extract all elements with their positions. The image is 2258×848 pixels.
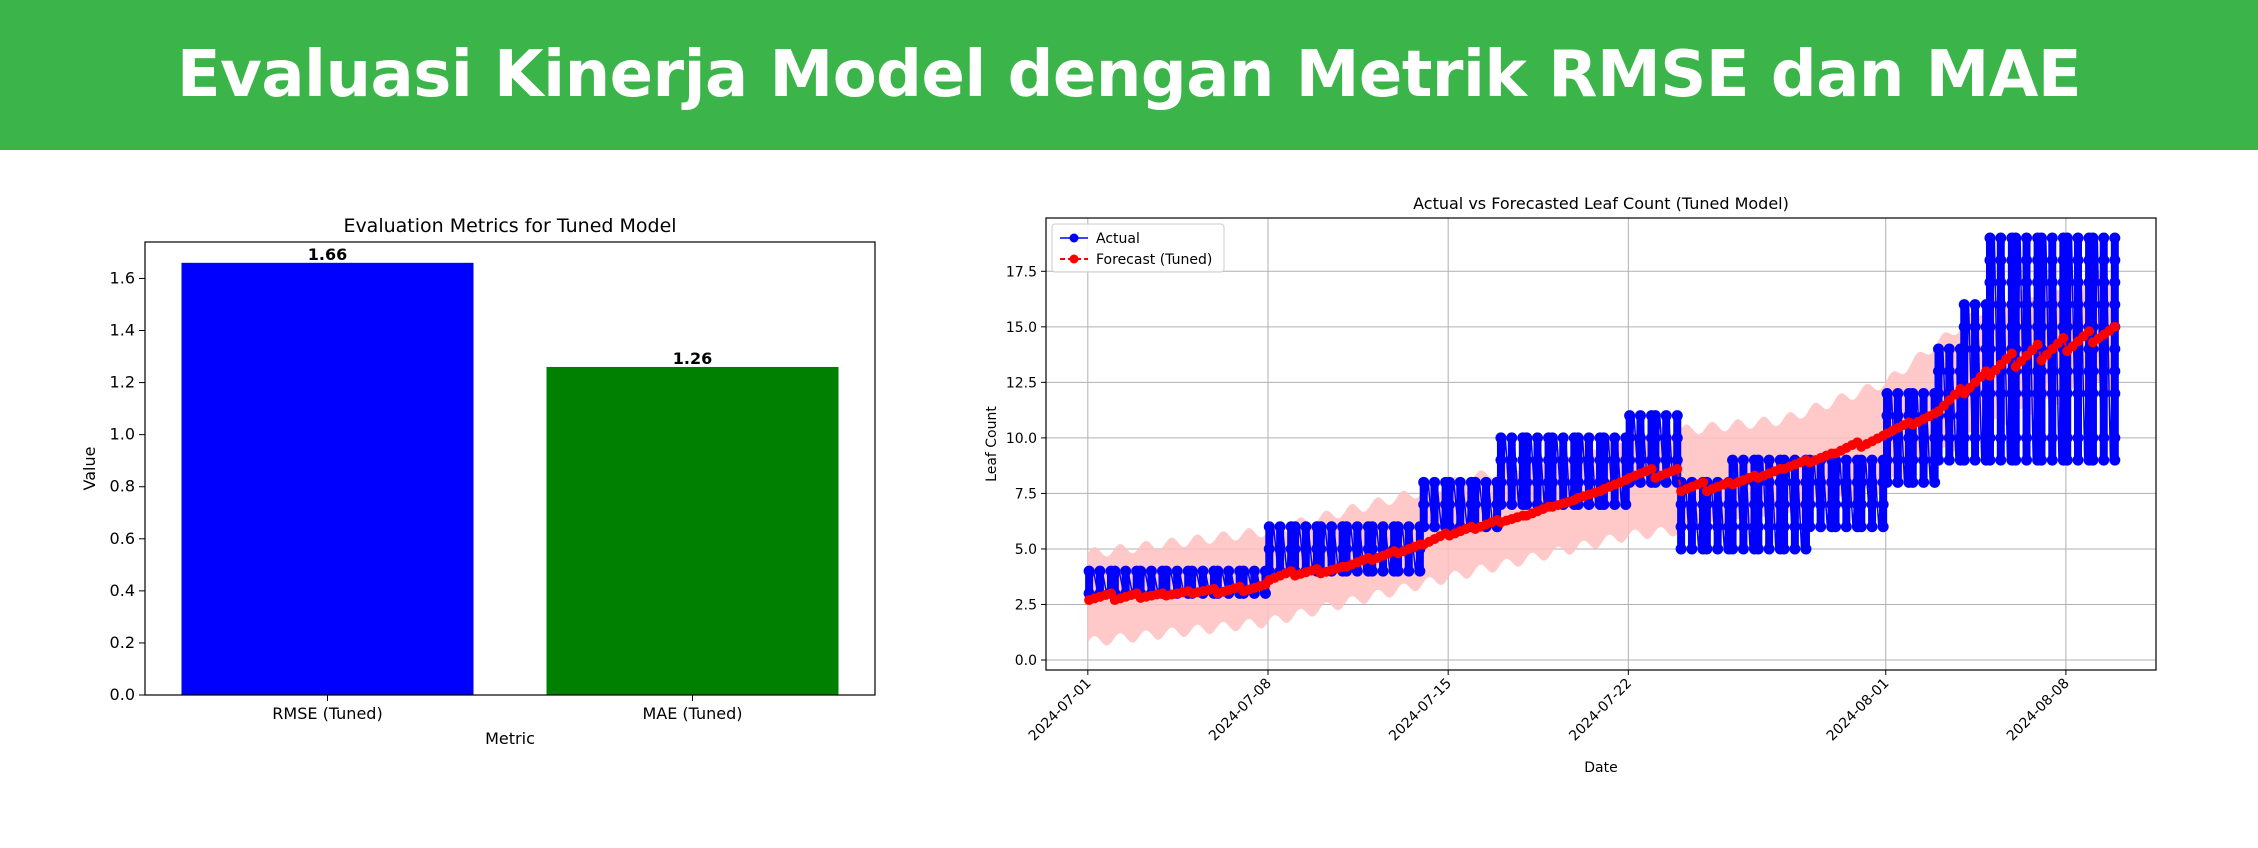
y-tick-label: 0.2 <box>110 633 135 652</box>
legend-forecast-marker <box>1069 254 1079 264</box>
y-tick-label: 10.0 <box>1006 431 1037 447</box>
legend-forecast-label: Forecast (Tuned) <box>1096 252 1212 268</box>
y-tick-label: 1.2 <box>110 373 135 392</box>
line-chart: Actual vs Forecasted Leaf Count (Tuned M… <box>984 194 2157 776</box>
page-title: Evaluasi Kinerja Model dengan Metrik RMS… <box>176 38 2082 112</box>
x-tick-label: 2024-08-01 <box>1824 676 1893 745</box>
y-tick-label: 0.0 <box>110 685 135 704</box>
title-banner: Evaluasi Kinerja Model dengan Metrik RMS… <box>0 0 2258 150</box>
forecast-point <box>2032 339 2043 350</box>
x-tick-label: RMSE (Tuned) <box>272 704 382 723</box>
x-tick-label: 2024-07-22 <box>1566 676 1635 745</box>
y-tick-label: 1.6 <box>110 268 135 287</box>
forecast-point <box>1672 463 1683 474</box>
forecast-point <box>2084 326 2095 337</box>
data-label: 1.26 <box>673 349 712 368</box>
y-axis-label: Leaf Count <box>984 406 1000 482</box>
chart-title: Evaluation Metrics for Tuned Model <box>343 215 676 237</box>
y-tick-label: 0.6 <box>110 529 135 548</box>
x-tick-label: 2024-08-08 <box>2004 676 2073 745</box>
legend-actual-marker <box>1069 233 1079 243</box>
bar <box>181 262 474 695</box>
forecast-point <box>2006 348 2017 359</box>
x-tick-label: 2024-07-08 <box>1206 676 1275 745</box>
data-label: 1.66 <box>308 245 347 264</box>
y-tick-label: 0.8 <box>110 477 135 496</box>
x-axis-label: Metric <box>485 729 535 748</box>
y-tick-label: 5.0 <box>1015 542 1037 558</box>
bar-chart: Evaluation Metrics for Tuned Model 1.66 RM… <box>80 215 876 748</box>
x-axis-label: Date <box>1584 760 1617 776</box>
y-tick-label: 1.0 <box>110 425 135 444</box>
forecast-point <box>2109 321 2120 332</box>
y-tick-label: 0.0 <box>1015 653 1037 669</box>
y-tick-label: 17.5 <box>1006 264 1037 280</box>
y-tick-label: 1.4 <box>110 321 135 340</box>
plot-frame <box>1045 217 2157 671</box>
y-tick-label: 12.5 <box>1006 375 1037 391</box>
y-axis-label: Value <box>80 447 99 491</box>
x-tick-label: MAE (Tuned) <box>642 704 742 723</box>
forecast-point <box>1646 463 1657 474</box>
y-tick-label: 2.5 <box>1015 597 1037 613</box>
x-tick-label: 2024-07-15 <box>1386 676 1455 745</box>
bar <box>546 366 839 695</box>
legend-actual-label: Actual <box>1096 231 1140 247</box>
chart-title: Actual vs Forecasted Leaf Count (Tuned M… <box>1413 194 1789 213</box>
y-tick-label: 15.0 <box>1006 320 1037 336</box>
y-tick-label: 0.4 <box>110 581 135 600</box>
legend: Actual Forecast (Tuned) <box>1051 223 1225 273</box>
plot-frame <box>144 241 876 696</box>
forecast-point <box>2058 332 2069 343</box>
legend-box <box>1051 223 1225 273</box>
forecast-point <box>1697 477 1708 488</box>
y-tick-label: 7.5 <box>1015 486 1037 502</box>
x-tick-label: 2024-07-01 <box>1026 676 1095 745</box>
